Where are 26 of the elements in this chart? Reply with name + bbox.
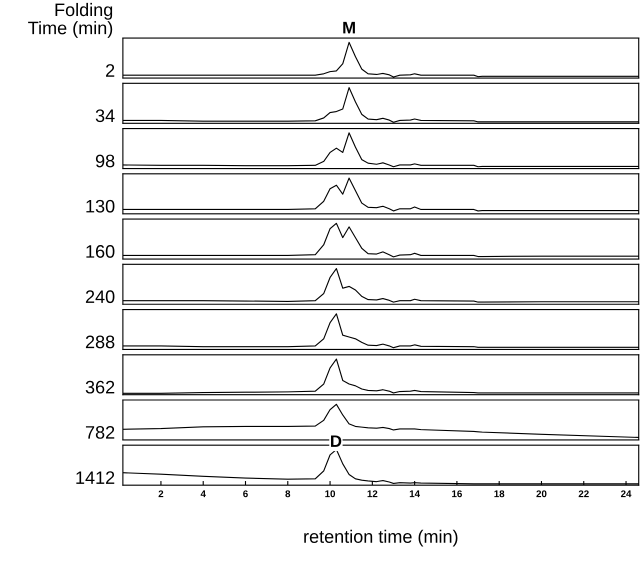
y-axis-title: 130 — [86, 200, 114, 213]
y-axis-title: 782 — [86, 426, 114, 439]
x-axis-title: retention time (min) — [304, 530, 458, 547]
y-axis-title: 34 — [96, 109, 115, 122]
x-tick-label: 20 — [536, 490, 546, 498]
x-tick-label: 12 — [368, 490, 378, 498]
x-tick-label: 16 — [452, 490, 462, 498]
annotation: M — [343, 22, 355, 34]
x-tick-label: 14 — [410, 490, 420, 498]
y-axis-title: 362 — [86, 380, 114, 394]
x-tick-label: 4 — [200, 490, 206, 498]
x-tick-label: 24 — [620, 490, 632, 498]
y-axis-title: 160 — [86, 245, 114, 258]
y-axis-title: 288 — [86, 336, 114, 348]
y-axis-title: 98 — [96, 154, 114, 168]
x-tick-label: 10 — [325, 490, 336, 498]
x-tick-label: 18 — [494, 490, 504, 498]
y-axis-title: 2 — [106, 64, 114, 77]
x-tick-label: 8 — [285, 490, 290, 498]
x-tick-label: 6 — [243, 490, 248, 498]
x-tick-label: 2 — [158, 490, 164, 498]
y-axis-title: 1412 — [76, 471, 114, 484]
x-tick-label: 22 — [578, 490, 589, 498]
text: Folding Time (min) — [28, 2, 112, 38]
annotation: D — [331, 435, 342, 447]
y-axis-title: 240 — [86, 290, 114, 304]
